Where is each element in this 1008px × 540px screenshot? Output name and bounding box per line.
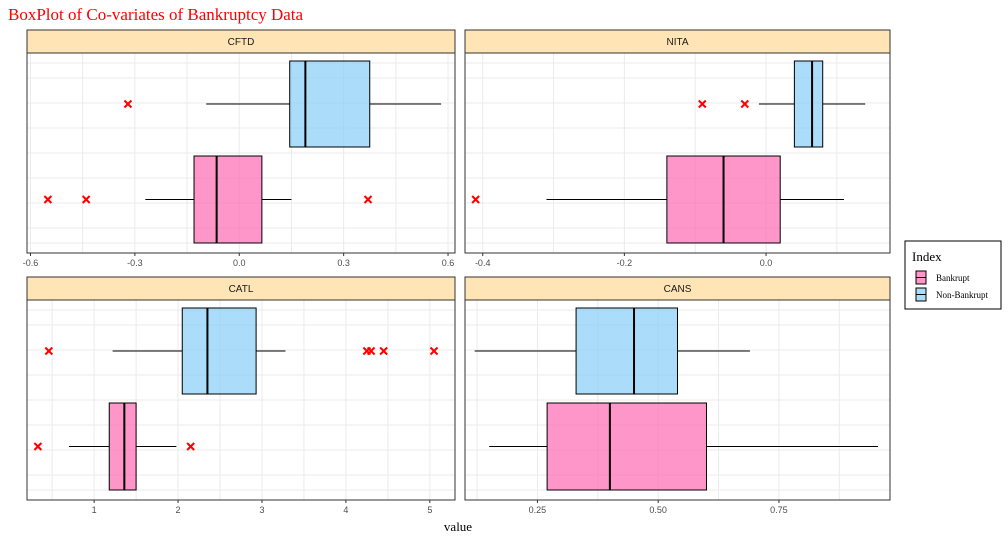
box-iqr (575, 307, 678, 395)
box-non-bankrupt (123, 60, 442, 148)
box-iqr (289, 60, 371, 148)
outlier-point (379, 346, 388, 356)
legend-item-label: Non-Bankrupt (936, 290, 988, 300)
x-tick-label: -0.3 (127, 258, 143, 268)
x-tick-label: 0.25 (529, 505, 547, 515)
box-non-bankrupt (44, 307, 439, 395)
box-bankrupt (471, 155, 844, 244)
facet-strip-label: CFTD (228, 37, 255, 48)
x-tick-label: 0.0 (233, 258, 246, 268)
box-bankrupt (489, 402, 878, 491)
x-tick-label: 4 (343, 505, 348, 515)
facet-strip-label: CATL (229, 284, 254, 295)
facet-panel-cans: CANS 0.25 0.50 0.75 (464, 276, 891, 515)
chart-title: BoxPlot of Co-variates of Bankruptcy Dat… (8, 5, 304, 24)
facet-strip-label: CANS (664, 284, 692, 295)
outlier-stroke (471, 195, 480, 204)
outlier-stroke (698, 99, 707, 109)
panel-border (26, 299, 456, 501)
outlier-point (471, 195, 480, 204)
x-tick-label: 0.0 (760, 258, 773, 268)
x-axis-label: value (444, 519, 472, 534)
outlier-point (698, 99, 707, 109)
outlier-point (186, 442, 195, 451)
outlier-stroke (123, 99, 133, 109)
outlier-stroke (44, 346, 54, 356)
box-iqr (181, 307, 257, 395)
x-tick-label: 3 (259, 505, 264, 515)
outlier-stroke (43, 195, 53, 204)
legend-title: Index (912, 249, 942, 264)
x-tick-label: 0.75 (770, 505, 788, 515)
outlier-point (429, 346, 439, 356)
outlier-stroke (81, 195, 91, 204)
box-non-bankrupt (698, 60, 866, 148)
x-tick-label: 5 (427, 505, 432, 515)
outlier-point (81, 195, 91, 204)
panel-border (464, 299, 891, 501)
x-tick-label: 0.3 (337, 258, 350, 268)
outlier-stroke (33, 442, 43, 451)
x-tick-label: 2 (176, 505, 181, 515)
x-tick-label: -0.6 (23, 258, 39, 268)
box-iqr (546, 402, 707, 491)
x-tick-label: -0.2 (617, 258, 633, 268)
legend: Index Bankrupt Non-Bankrupt (904, 240, 1002, 310)
outlier-stroke (429, 346, 439, 356)
facet-strip-label: NITA (666, 37, 688, 48)
box-non-bankrupt (474, 307, 750, 395)
x-tick-label: -0.4 (475, 258, 491, 268)
legend-item-bankrupt: Bankrupt (915, 270, 970, 285)
outlier-point (366, 346, 376, 356)
outlier-point (740, 99, 749, 109)
box-iqr (793, 60, 824, 148)
x-tick-label: 0.6 (442, 258, 455, 268)
facet-panel-nita: NITA -0.4 -0.2 0.0 (464, 29, 891, 268)
legend-item-non-bankrupt: Non-Bankrupt (915, 287, 988, 302)
x-tick-label: 0.50 (649, 505, 667, 515)
outlier-stroke (740, 99, 749, 109)
legend-items: Bankrupt Non-Bankrupt (915, 270, 988, 302)
panel-border (26, 52, 456, 254)
outlier-stroke (366, 346, 376, 356)
outlier-point (363, 195, 373, 204)
legend-item-label: Bankrupt (936, 273, 970, 283)
outlier-point (44, 346, 54, 356)
box-bankrupt (33, 402, 195, 491)
x-tick-label: 1 (92, 505, 97, 515)
outlier-point (33, 442, 43, 451)
box-bankrupt (43, 155, 373, 244)
facet-panels: CFTD -0.6 -0.3 0.0 0.3 0.6 NITA -0.4 -0.2 0.0 CATL… (23, 29, 891, 515)
outlier-stroke (379, 346, 388, 356)
outlier-point (43, 195, 53, 204)
outlier-point (123, 99, 133, 109)
panel-border (464, 52, 891, 254)
facet-panel-cftd: CFTD -0.6 -0.3 0.0 0.3 0.6 (23, 29, 456, 268)
box-iqr (108, 402, 137, 491)
facet-panel-catl: CATL 1 2 3 4 5 (26, 276, 456, 515)
outlier-stroke (363, 195, 373, 204)
outlier-stroke (186, 442, 195, 451)
box-iqr (193, 155, 263, 244)
